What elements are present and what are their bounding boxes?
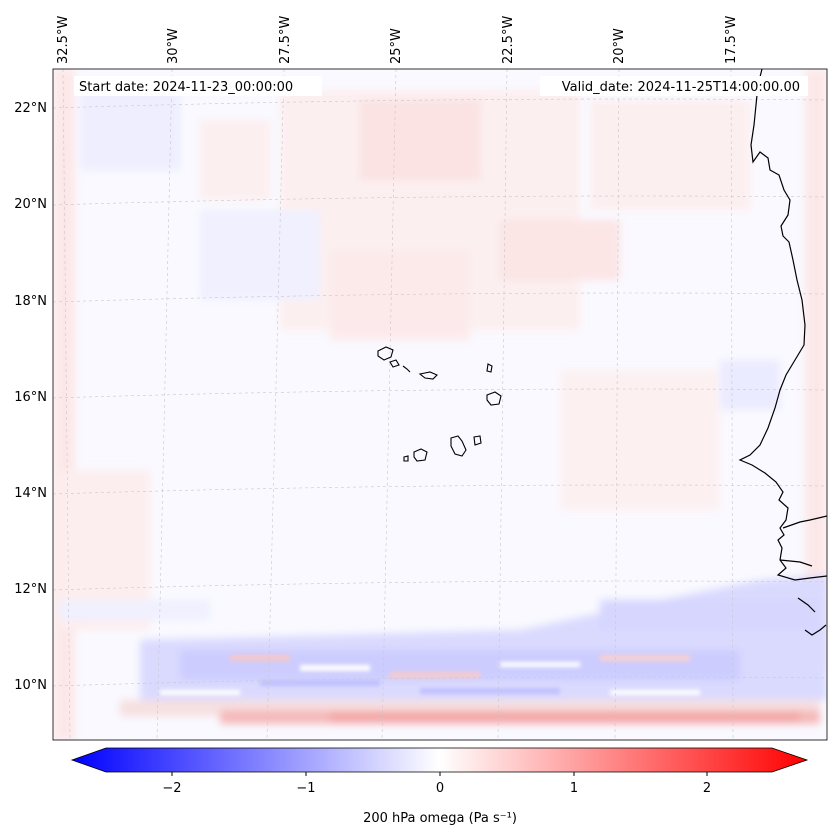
lat-label: 10°N: [14, 678, 47, 693]
valid-date-box: [540, 76, 808, 96]
cape-verde-islands: [377, 346, 502, 462]
map-frame: [52, 68, 828, 741]
lat-label: 22°N: [14, 101, 47, 116]
lat-label: 18°N: [14, 294, 47, 309]
lon-label: 17.5°W: [724, 16, 739, 64]
colorbar-tick: 1: [570, 781, 578, 796]
colorbar: −2 −1 0 1 2 200 hPa omega (Pa s⁻¹): [70, 747, 809, 826]
start-date-label: Start date: 2024-11-23_00:00:00: [79, 80, 293, 95]
latitude-labels: 22°N 20°N 18°N 16°N 14°N 12°N 10°N: [14, 101, 47, 693]
lat-label: 14°N: [14, 486, 47, 501]
colorbar-tick: 0: [436, 781, 444, 796]
omega-field: [53, 69, 827, 740]
lat-label: 20°N: [14, 197, 47, 212]
colorbar-tick: −1: [296, 781, 315, 796]
colorbar-label: 200 hPa omega (Pa s⁻¹): [363, 811, 517, 826]
lon-label: 22.5°W: [501, 16, 516, 64]
lon-label: 20°W: [612, 28, 627, 64]
graticule: [53, 69, 827, 740]
lat-label: 16°N: [14, 390, 47, 405]
lon-label: 25°W: [389, 28, 404, 64]
valid-date-label: Valid_date: 2024-11-25T14:00:00.00: [562, 80, 800, 95]
coastline: [738, 69, 827, 636]
start-date-box: [74, 76, 322, 96]
longitude-labels: 32.5°W 30°W 27.5°W 25°W 22.5°W 20°W 17.5…: [56, 16, 739, 64]
lat-label: 12°N: [14, 582, 47, 597]
colorbar-bar: [70, 747, 809, 773]
colorbar-tick: −2: [162, 781, 181, 796]
lon-label: 30°W: [166, 28, 181, 64]
lon-label: 27.5°W: [278, 16, 293, 64]
lon-label: 32.5°W: [56, 16, 71, 64]
colorbar-tick: 2: [703, 781, 711, 796]
map-panel: Start date: 2024-11-23_00:00:00 Valid_da…: [52, 68, 828, 741]
